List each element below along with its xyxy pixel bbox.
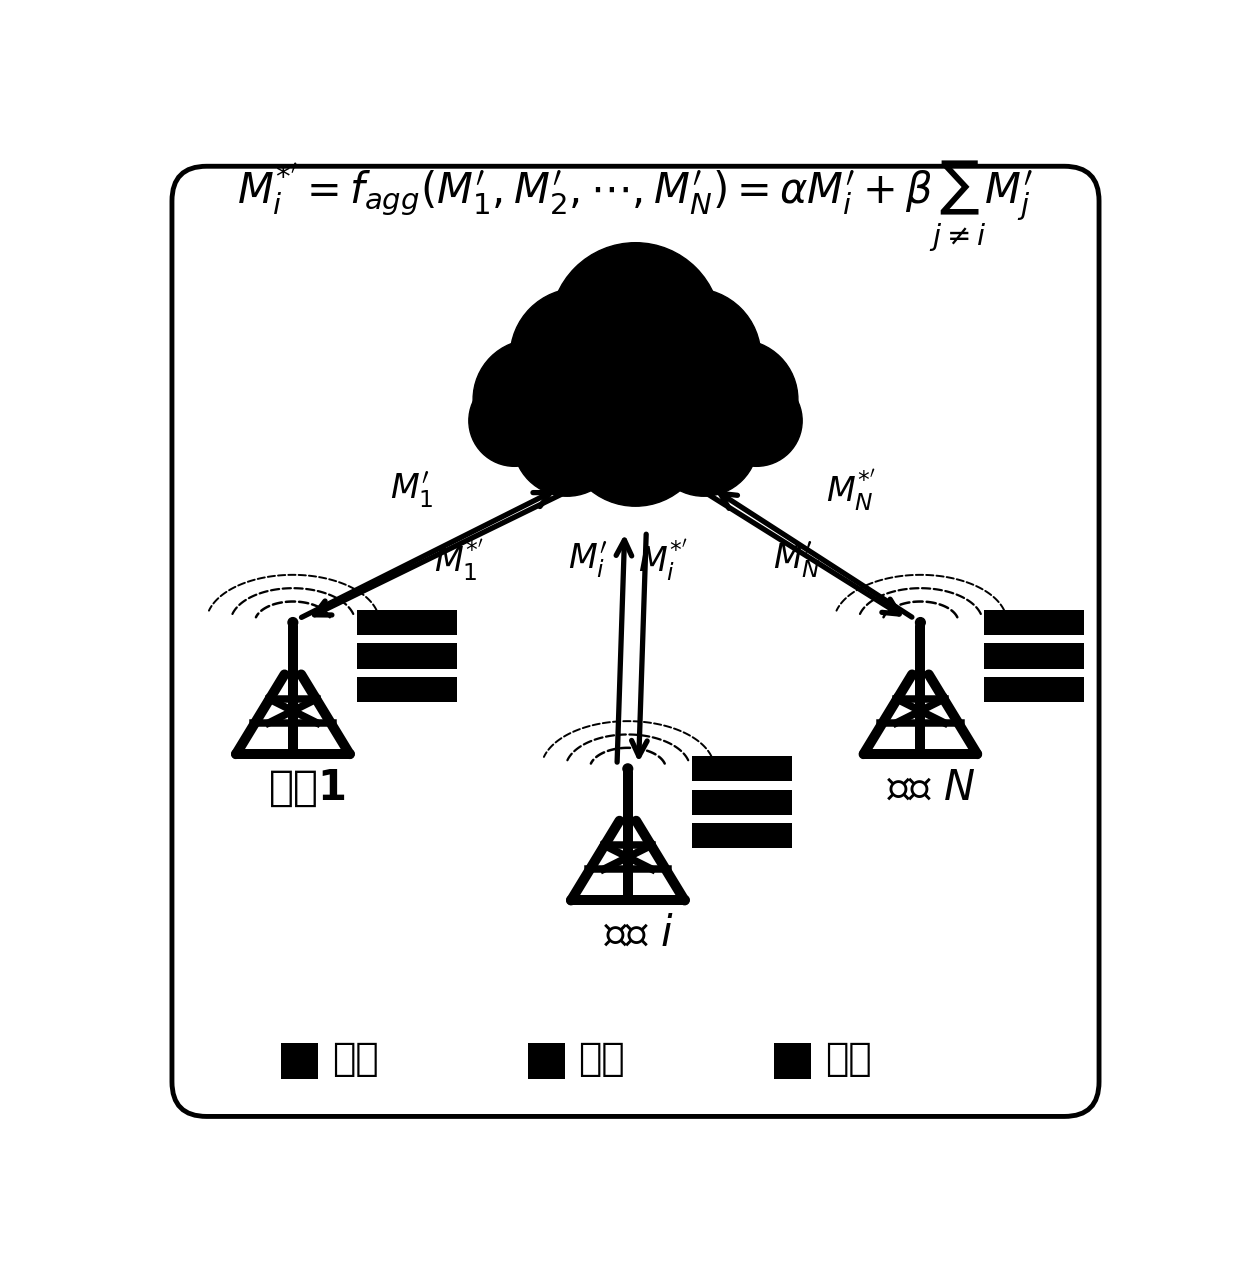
Circle shape xyxy=(513,387,621,497)
Circle shape xyxy=(469,375,560,466)
FancyBboxPatch shape xyxy=(357,677,456,702)
FancyBboxPatch shape xyxy=(692,756,791,781)
Text: 智能: 智能 xyxy=(332,1040,379,1078)
Text: 计算: 计算 xyxy=(579,1040,625,1078)
Circle shape xyxy=(678,339,797,460)
FancyBboxPatch shape xyxy=(281,1043,319,1079)
FancyBboxPatch shape xyxy=(172,166,1099,1116)
Text: $M_i'$: $M_i'$ xyxy=(568,541,608,580)
Text: $M_N'$: $M_N'$ xyxy=(774,541,821,580)
Circle shape xyxy=(622,765,632,773)
Circle shape xyxy=(564,363,707,507)
FancyBboxPatch shape xyxy=(985,610,1084,635)
Circle shape xyxy=(600,328,728,456)
FancyBboxPatch shape xyxy=(985,677,1084,702)
FancyBboxPatch shape xyxy=(692,790,791,815)
Text: 基站 $N$: 基站 $N$ xyxy=(888,767,976,809)
Text: 基站 $i$: 基站 $i$ xyxy=(604,913,675,955)
Text: $M_N^{*'}$: $M_N^{*'}$ xyxy=(826,469,875,514)
Circle shape xyxy=(510,288,647,425)
Circle shape xyxy=(551,243,720,414)
Circle shape xyxy=(543,328,671,456)
FancyBboxPatch shape xyxy=(528,1043,564,1079)
Circle shape xyxy=(288,617,298,627)
Text: 接入: 接入 xyxy=(825,1040,872,1078)
FancyBboxPatch shape xyxy=(774,1043,811,1079)
Circle shape xyxy=(650,387,758,497)
Text: 基站1: 基站1 xyxy=(269,767,347,809)
Text: $M_i^{*'}$: $M_i^{*'}$ xyxy=(637,537,687,584)
FancyBboxPatch shape xyxy=(985,644,1084,668)
Circle shape xyxy=(711,375,802,466)
Text: $M_1'$: $M_1'$ xyxy=(391,471,434,512)
Circle shape xyxy=(915,617,925,627)
Text: $M_i^{*'} = f_{agg}(M_1', M_2', \cdots, M_N') = \alpha M_i' + \beta \sum_{j \neq: $M_i^{*'} = f_{agg}(M_1', M_2', \cdots, … xyxy=(238,159,1033,254)
FancyBboxPatch shape xyxy=(357,610,456,635)
Circle shape xyxy=(474,339,593,460)
FancyBboxPatch shape xyxy=(357,644,456,668)
FancyBboxPatch shape xyxy=(692,823,791,848)
Circle shape xyxy=(624,288,761,425)
Text: $M_1^{*'}$: $M_1^{*'}$ xyxy=(434,537,484,584)
